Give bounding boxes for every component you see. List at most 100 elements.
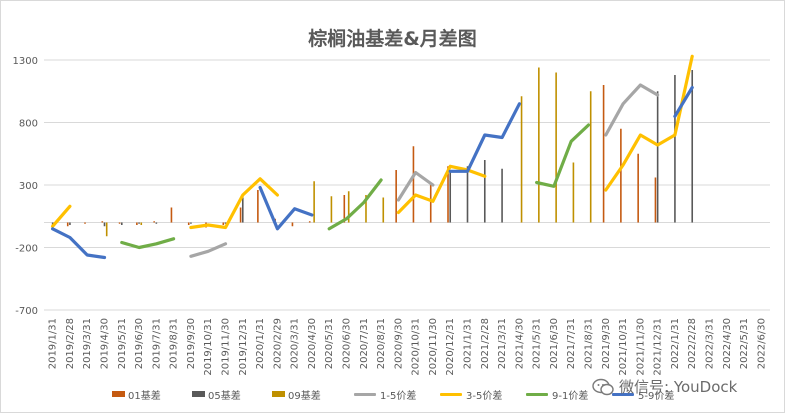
x-axis-ticks: 2019/1/31 2019/2/28 2019/3/31 2019/4/30 2019… xyxy=(48,318,768,376)
x-tick-label: 2019/3/31 xyxy=(82,318,93,369)
x-tick-label: 2022/6/30 xyxy=(756,318,767,369)
bar-05基差-2019/4/30 xyxy=(103,222,106,227)
x-tick-label: 2022/4/30 xyxy=(722,318,733,369)
series-line-5-9价差 xyxy=(50,227,107,260)
x-tick-label: 2021/11/30 xyxy=(635,318,646,376)
x-tick-label: 2020/4/30 xyxy=(307,318,318,369)
x-tick-label: 2020/1/31 xyxy=(255,318,266,369)
bar-01基差-2019/7/31 xyxy=(153,221,155,223)
series-line-9-1价差 xyxy=(327,178,383,231)
series-line-5-9价差 xyxy=(258,185,314,231)
y-tick-label: 300 xyxy=(19,181,38,192)
bar-09基差-2020/6/30 xyxy=(347,191,350,223)
x-tick-label: 2020/11/30 xyxy=(428,318,439,376)
series-line-9-1价差 xyxy=(120,237,176,250)
series-line-9-1价差 xyxy=(534,123,591,188)
bar-05基差-2019/2/28 xyxy=(69,222,71,225)
bar-05基差-2021/1/31 xyxy=(466,166,469,223)
x-tick-label: 2021/6/30 xyxy=(549,318,560,369)
legend-label: 01基差 xyxy=(128,390,161,402)
bar-01基差-2021/11/30 xyxy=(637,153,639,223)
x-tick-label: 2019/6/30 xyxy=(134,318,145,369)
x-tick-label: 2021/8/31 xyxy=(584,318,595,369)
x-tick-label: 2019/5/31 xyxy=(117,318,128,369)
watermark: 微信号: YouDock xyxy=(592,376,737,397)
y-tick-label: -700 xyxy=(15,306,38,317)
x-tick-label: 2022/1/31 xyxy=(670,318,681,369)
legend-swatch xyxy=(272,391,285,397)
x-tick-label: 2020/5/31 xyxy=(324,318,335,369)
x-tick-label: 2022/5/31 xyxy=(739,318,750,369)
bar-09基差-2019/4/30 xyxy=(105,222,108,237)
chart-title: 棕榈油基差&月差图 xyxy=(308,28,477,50)
legend-item: 01基差 xyxy=(112,384,161,404)
x-tick-label: 2021/7/31 xyxy=(566,318,577,369)
series-line-3-5价差 xyxy=(189,177,279,230)
legend-label: 5-9价差 xyxy=(638,390,675,402)
x-tick-label: 2022/3/31 xyxy=(705,318,716,369)
y-tick-label: 800 xyxy=(19,119,38,130)
legend-swatch xyxy=(526,392,548,396)
bar-05基差-2021/2/28 xyxy=(483,160,486,223)
bar-09基差-2021/5/31 xyxy=(538,67,540,223)
x-tick-label: 2021/9/30 xyxy=(601,318,612,369)
series-line-1-5价差 xyxy=(604,83,660,137)
legend-item: 5-9价差 xyxy=(612,384,674,404)
legend-label: 05基差 xyxy=(208,390,241,402)
bar-01基差-2020/10/31 xyxy=(412,146,415,223)
bar-05基差-2019/5/31 xyxy=(120,222,123,225)
bar-01基差-2019/4/30 xyxy=(101,221,104,223)
legend-item: 3-5价差 xyxy=(440,384,502,404)
x-tick-label: 2020/6/30 xyxy=(342,318,353,369)
legend: 01基差 05基差 09基差 1-5价差 3-5价差 9-1价差 5-9价差 xyxy=(112,384,682,404)
x-tick-label: 2019/12/31 xyxy=(238,318,249,376)
bar-05基差-2019/11/30 xyxy=(224,222,227,224)
series-line-1-5价差 xyxy=(396,170,435,202)
bar-01基差-2020/1/31 xyxy=(257,190,259,223)
x-tick-label: 2019/11/30 xyxy=(221,318,232,376)
series-line-5-9价差 xyxy=(673,85,694,118)
x-tick-label: 2020/9/30 xyxy=(393,318,404,369)
bar-05基差-2019/7/31 xyxy=(155,222,158,224)
legend-swatch xyxy=(112,391,125,397)
x-tick-label: 2021/3/31 xyxy=(497,318,508,369)
series-line-3-5价差 xyxy=(604,54,694,192)
x-tick-label: 2020/2/29 xyxy=(272,318,283,369)
bar-01基差-2020/11/30 xyxy=(429,182,432,223)
bar-05基差-2022/2/28 xyxy=(691,70,694,223)
bar-09基差-2020/7/31 xyxy=(365,195,367,223)
legend-label: 1-5价差 xyxy=(380,390,417,402)
bar-01基差-2020/6/30 xyxy=(343,195,346,223)
bar-01基差-2021/9/30 xyxy=(602,85,605,223)
lines xyxy=(50,54,694,260)
bar-01基差-2019/8/31 xyxy=(170,207,173,223)
y-axis-ticks: -700 -200 300 800 1300 xyxy=(13,56,38,317)
series-line-3-5价差 xyxy=(50,204,72,228)
bar-01基差-2020/4/30 xyxy=(308,221,311,223)
bar-05基差-2021/12/31 xyxy=(656,91,659,223)
bar-05基差-2019/9/30 xyxy=(190,222,192,224)
bar-05基差-2020/12/31 xyxy=(449,170,452,223)
watermark-text: 微信号: YouDock xyxy=(619,378,738,396)
x-tick-label: 2020/10/31 xyxy=(411,318,422,376)
x-tick-label: 2020/3/31 xyxy=(290,318,301,369)
bar-09基差-2021/6/30 xyxy=(555,72,557,223)
series-line-5-9价差 xyxy=(448,102,522,173)
bar-01基差-2019/6/30 xyxy=(136,222,138,225)
bar-01基差-2021/10/31 xyxy=(620,128,622,223)
x-tick-label: 2021/1/31 xyxy=(463,318,474,369)
bar-01基差-2020/3/31 xyxy=(291,222,294,227)
bar-05基差-2019/12/31 xyxy=(241,197,244,223)
series-line-1-5价差 xyxy=(189,242,228,258)
bar-09基差-2020/4/30 xyxy=(313,181,315,223)
bar-09基差-2019/6/30 xyxy=(140,222,143,225)
x-tick-label: 2019/9/30 xyxy=(186,318,197,369)
legend-label: 09基差 xyxy=(288,390,321,402)
bar-01基差-2019/12/31 xyxy=(239,207,242,223)
x-tick-label: 2020/8/31 xyxy=(376,318,387,369)
wechat-icon xyxy=(592,378,614,395)
bar-09基差-2020/5/31 xyxy=(330,196,333,223)
x-tick-label: 2019/10/31 xyxy=(203,318,214,376)
x-tick-label: 2021/12/31 xyxy=(653,318,664,376)
x-tick-label: 2019/4/30 xyxy=(100,318,111,369)
